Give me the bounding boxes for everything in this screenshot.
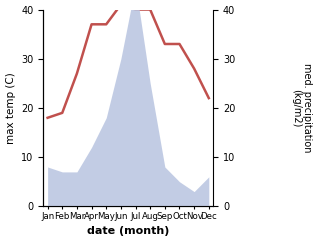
Y-axis label: med. precipitation
(kg/m2): med. precipitation (kg/m2) xyxy=(291,63,313,153)
Y-axis label: max temp (C): max temp (C) xyxy=(5,72,16,144)
X-axis label: date (month): date (month) xyxy=(87,227,169,236)
